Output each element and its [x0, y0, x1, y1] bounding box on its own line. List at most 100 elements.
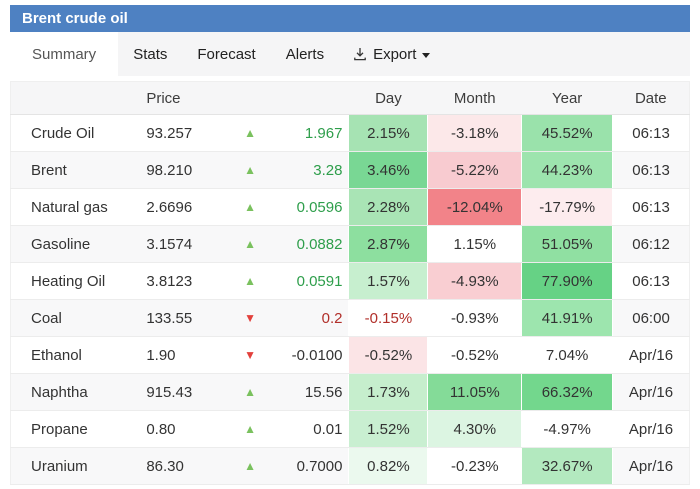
- change-value: 0.0882: [268, 225, 349, 263]
- up-triangle-icon: ▲: [232, 410, 269, 448]
- year-percent: 44.23%: [521, 151, 614, 189]
- spacer: [10, 76, 690, 81]
- change-value: 0.7000: [268, 447, 349, 485]
- date-value: 06:13: [612, 114, 690, 152]
- year-percent: 41.91%: [521, 299, 614, 337]
- change-value: 15.56: [268, 373, 349, 411]
- commodity-link[interactable]: Heating Oil: [10, 262, 139, 300]
- table-row: Natural gas 2.6696 ▲ 0.0596 2.28% -12.04…: [10, 188, 690, 226]
- month-percent: -0.52%: [427, 336, 523, 374]
- day-percent: 1.73%: [348, 373, 429, 411]
- change-value: 0.0596: [268, 188, 349, 226]
- month-percent: -5.22%: [427, 151, 523, 189]
- commodity-link[interactable]: Propane: [10, 410, 139, 448]
- commodity-link[interactable]: Natural gas: [10, 188, 139, 226]
- table-row: Ethanol 1.90 ▼ -0.0100 -0.52% -0.52% 7.0…: [10, 336, 690, 374]
- header-day: Day: [348, 81, 428, 115]
- header-date: Date: [612, 81, 690, 115]
- day-percent: 0.82%: [348, 447, 429, 485]
- table-row: Naphtha 915.43 ▲ 15.56 1.73% 11.05% 66.3…: [10, 373, 690, 411]
- commodity-link[interactable]: Brent: [10, 151, 139, 189]
- table-row: Gasoline 3.1574 ▲ 0.0882 2.87% 1.15% 51.…: [10, 225, 690, 263]
- up-triangle-icon: ▲: [232, 114, 269, 152]
- up-triangle-icon: ▲: [232, 151, 269, 189]
- price-value: 1.90: [138, 336, 233, 374]
- export-button[interactable]: Export: [339, 32, 444, 76]
- table-row: Brent 98.210 ▲ 3.28 3.46% -5.22% 44.23% …: [10, 151, 690, 189]
- tab-bar: Summary Stats Forecast Alerts Export: [10, 32, 690, 76]
- day-percent: -0.15%: [348, 299, 429, 337]
- header-arrow: [232, 81, 269, 115]
- month-percent: 4.30%: [427, 410, 523, 448]
- month-percent: -0.93%: [427, 299, 523, 337]
- day-percent: 2.28%: [348, 188, 429, 226]
- up-triangle-icon: ▲: [232, 188, 269, 226]
- widget: Brent crude oil Summary Stats Forecast A…: [10, 5, 690, 485]
- tab-forecast[interactable]: Forecast: [197, 45, 256, 63]
- day-percent: 3.46%: [348, 151, 429, 189]
- up-triangle-icon: ▲: [232, 262, 269, 300]
- date-value: Apr/16: [612, 410, 690, 448]
- commodity-link[interactable]: Coal: [10, 299, 139, 337]
- price-value: 0.80: [138, 410, 233, 448]
- price-value: 98.210: [138, 151, 233, 189]
- download-icon: [353, 47, 367, 61]
- price-value: 133.55: [138, 299, 233, 337]
- tab-alerts[interactable]: Alerts: [285, 45, 325, 63]
- date-value: 06:13: [612, 151, 690, 189]
- price-value: 86.30: [138, 447, 233, 485]
- year-percent: 7.04%: [521, 336, 614, 374]
- date-value: 06:13: [612, 188, 690, 226]
- price-value: 3.8123: [138, 262, 233, 300]
- table-header: Price Day Month Year Date: [10, 81, 690, 115]
- up-triangle-icon: ▲: [232, 225, 269, 263]
- up-triangle-icon: ▲: [232, 373, 269, 411]
- month-percent: -0.23%: [427, 447, 523, 485]
- page-title: Brent crude oil: [10, 5, 690, 32]
- day-percent: -0.52%: [348, 336, 429, 374]
- commodity-link[interactable]: Naphtha: [10, 373, 139, 411]
- month-percent: -12.04%: [427, 188, 523, 226]
- tab-summary[interactable]: Summary: [10, 32, 119, 76]
- day-percent: 1.57%: [348, 262, 429, 300]
- change-value: 1.967: [268, 114, 349, 152]
- price-value: 2.6696: [138, 188, 233, 226]
- header-name: [10, 81, 139, 115]
- day-percent: 1.52%: [348, 410, 429, 448]
- date-value: Apr/16: [612, 373, 690, 411]
- year-percent: 77.90%: [521, 262, 614, 300]
- year-percent: 66.32%: [521, 373, 614, 411]
- chevron-down-icon: [422, 52, 431, 58]
- commodity-link[interactable]: Gasoline: [10, 225, 139, 263]
- table-row: Crude Oil 93.257 ▲ 1.967 2.15% -3.18% 45…: [10, 114, 690, 152]
- date-value: 06:00: [612, 299, 690, 337]
- year-percent: 32.67%: [521, 447, 614, 485]
- year-percent: 45.52%: [521, 114, 614, 152]
- month-percent: -4.93%: [427, 262, 523, 300]
- month-percent: -3.18%: [427, 114, 523, 152]
- commodity-link[interactable]: Ethanol: [10, 336, 139, 374]
- table-row: Coal 133.55 ▼ 0.2 -0.15% -0.93% 41.91% 0…: [10, 299, 690, 337]
- day-percent: 2.15%: [348, 114, 429, 152]
- date-value: 06:13: [612, 262, 690, 300]
- change-value: -0.0100: [268, 336, 349, 374]
- change-value: 3.28: [268, 151, 349, 189]
- commodity-link[interactable]: Uranium: [10, 447, 139, 485]
- change-value: 0.2: [268, 299, 349, 337]
- header-year: Year: [521, 81, 613, 115]
- date-value: 06:12: [612, 225, 690, 263]
- export-label: Export: [373, 45, 417, 63]
- commodity-link[interactable]: Crude Oil: [10, 114, 139, 152]
- table-row: Heating Oil 3.8123 ▲ 0.0591 1.57% -4.93%…: [10, 262, 690, 300]
- year-percent: 51.05%: [521, 225, 614, 263]
- month-percent: 11.05%: [427, 373, 523, 411]
- price-value: 93.257: [138, 114, 233, 152]
- change-value: 0.0591: [268, 262, 349, 300]
- change-value: 0.01: [268, 410, 349, 448]
- up-triangle-icon: ▲: [232, 447, 269, 485]
- tab-stats[interactable]: Stats: [133, 45, 168, 63]
- date-value: Apr/16: [612, 336, 690, 374]
- year-percent: -17.79%: [521, 188, 614, 226]
- date-value: Apr/16: [612, 447, 690, 485]
- table-row: Uranium 86.30 ▲ 0.7000 0.82% -0.23% 32.6…: [10, 447, 690, 485]
